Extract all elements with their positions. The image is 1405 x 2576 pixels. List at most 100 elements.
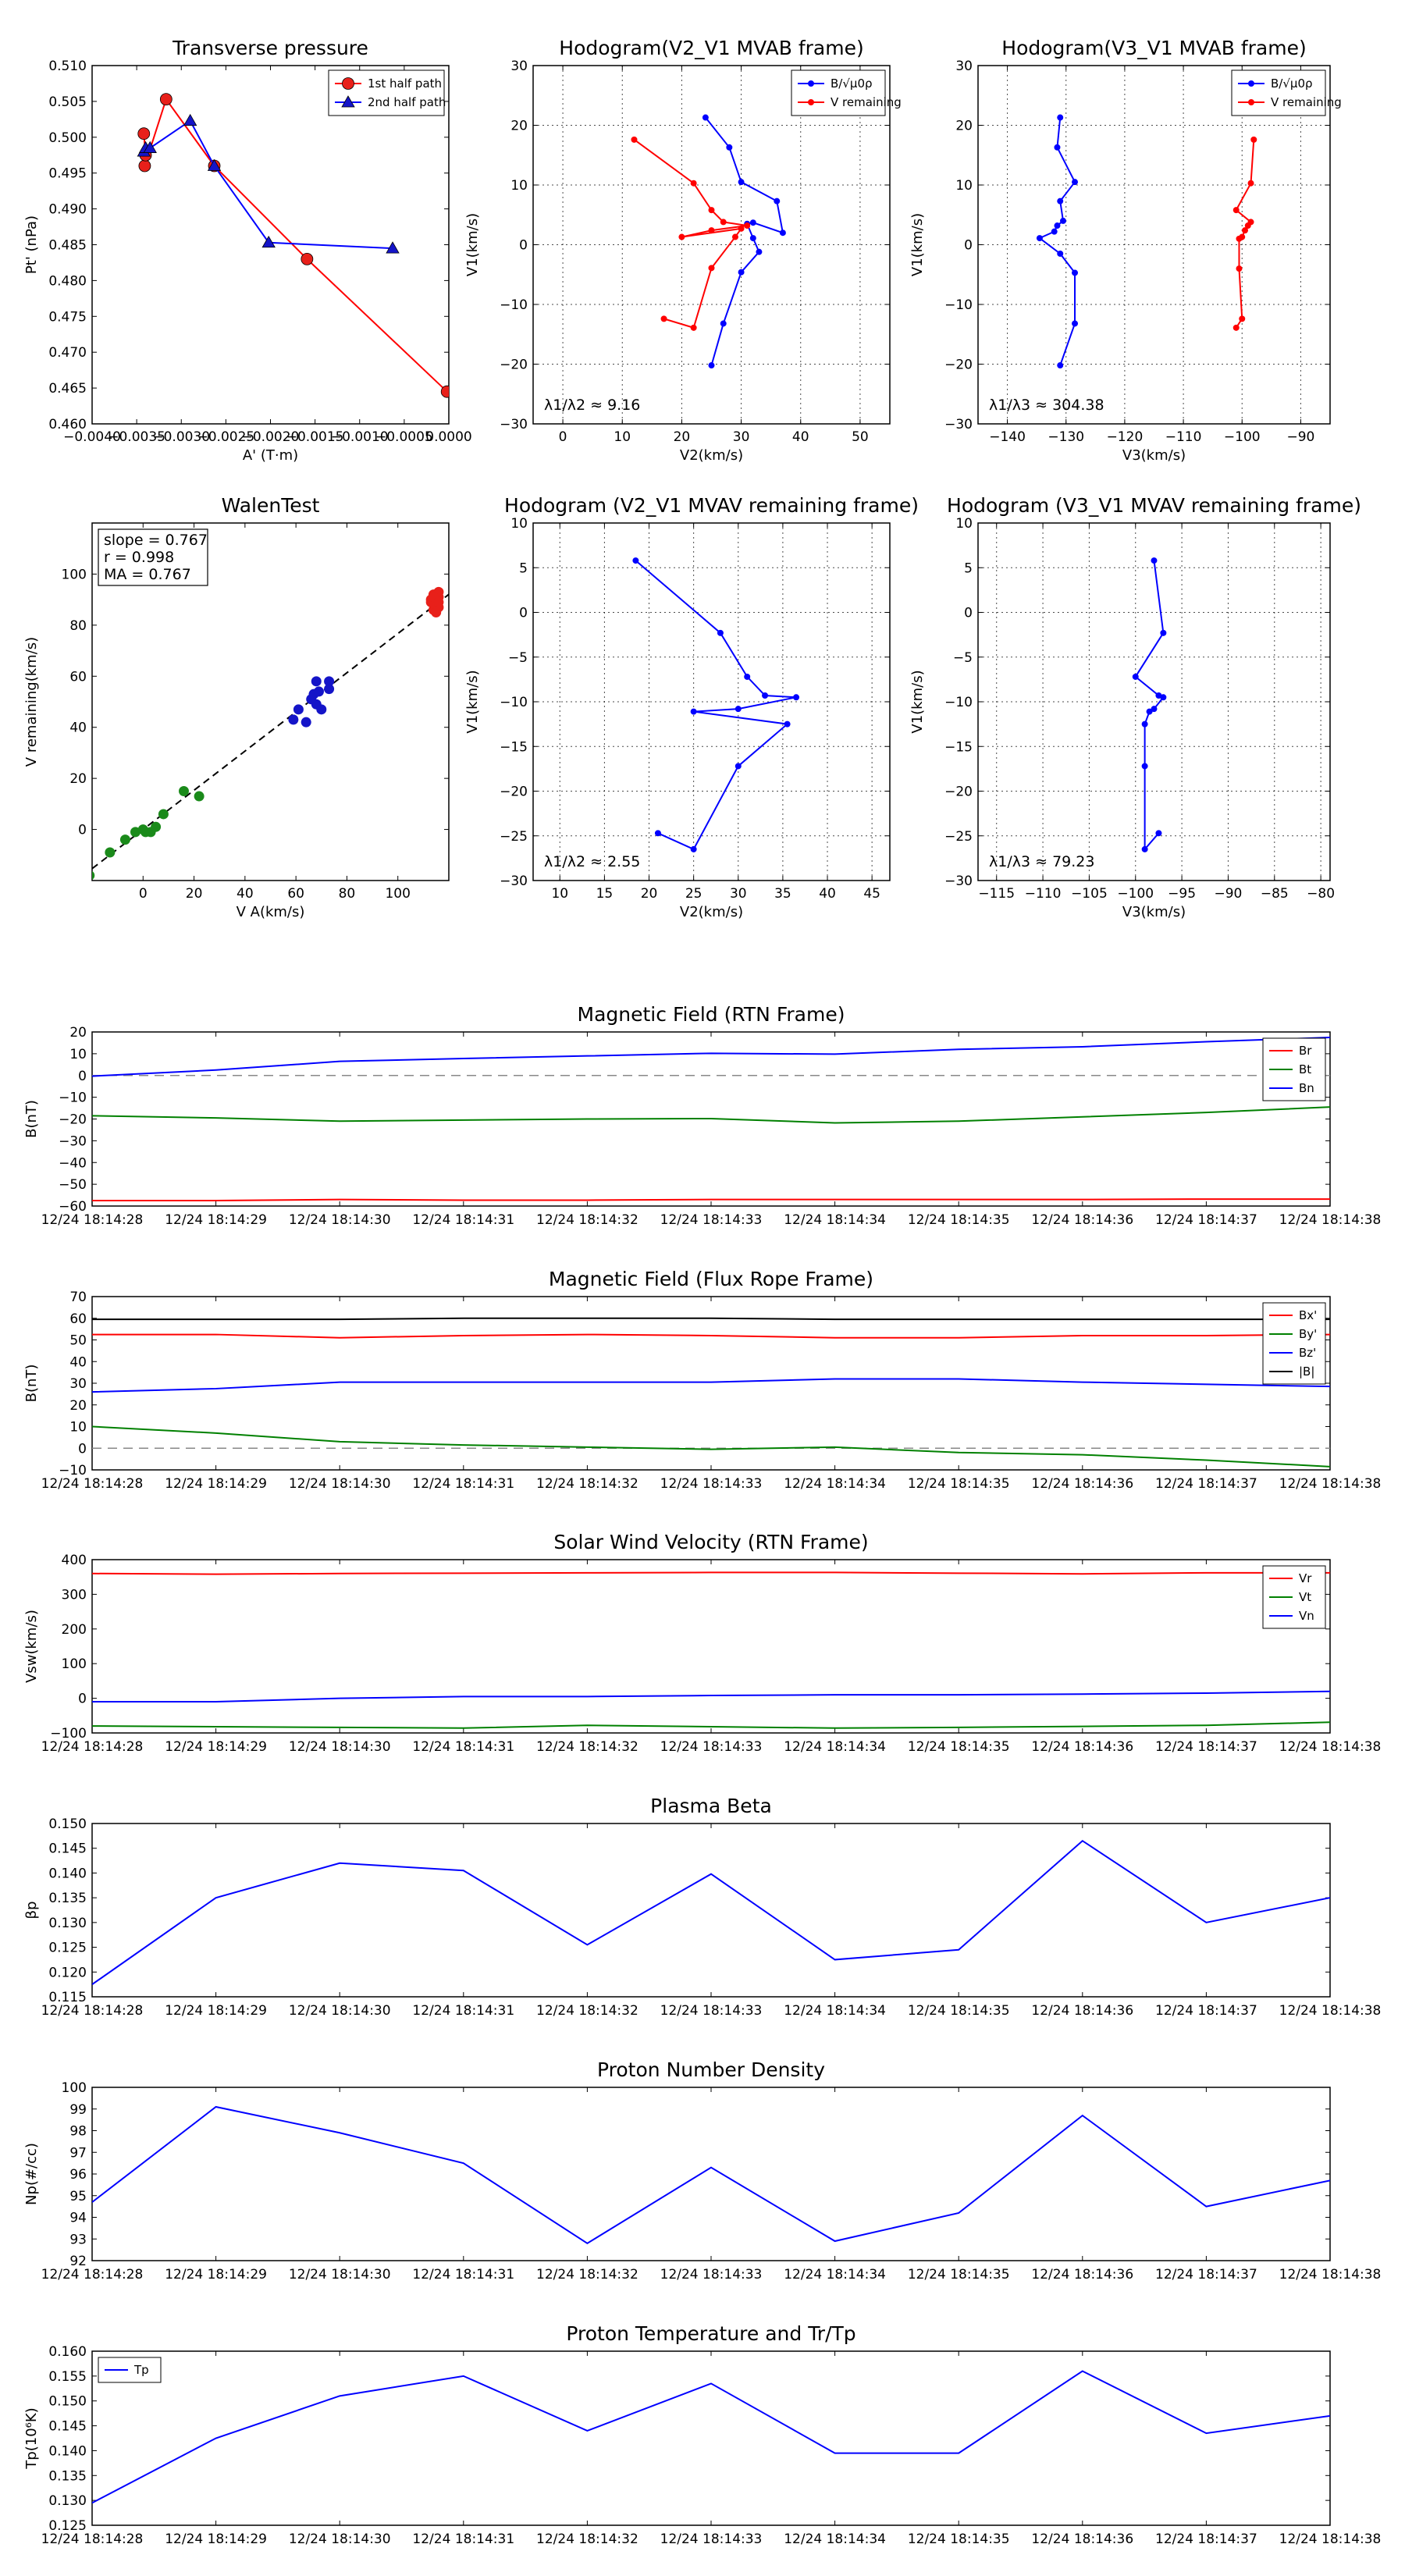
time-tick-label: 12/24 18:14:28 [41, 2003, 144, 2019]
scatter-point [130, 827, 140, 838]
time-tick-label: 12/24 18:14:35 [908, 2267, 1010, 2282]
time-tick-label: 12/24 18:14:32 [536, 2003, 638, 2019]
x-tick-label: 45 [863, 886, 880, 902]
scatter-point [179, 786, 190, 796]
series-group [92, 2370, 1330, 2504]
series-line-1 [143, 119, 393, 250]
legend-box [1262, 1302, 1326, 1385]
y-tick-label: −30 [500, 873, 528, 889]
series-group [1132, 557, 1167, 852]
time-tick-label: 12/24 18:14:37 [1155, 2003, 1257, 2019]
legend-label: Br [1299, 1044, 1312, 1058]
legend-label: Vn [1299, 1609, 1314, 1623]
y-tick-label: −50 [59, 1177, 87, 1193]
time-tick-label: 12/24 18:14:38 [1279, 1212, 1382, 1228]
chart-ts_mag_fr: Magnetic Field (Flux Rope Frame) −10 0 10 20… [23, 1268, 1381, 1492]
time-tick-label: 12/24 18:14:31 [412, 2267, 514, 2282]
data-point [1155, 830, 1162, 837]
x-tick-label: 35 [774, 886, 791, 902]
series-group [92, 2105, 1330, 2244]
data-point [726, 144, 733, 151]
time-tick-label: 12/24 18:14:35 [908, 1739, 1010, 1755]
legend: Br Bt Bn [1262, 1037, 1326, 1101]
y-tick-label: 0.480 [48, 273, 87, 289]
time-tick-label: 12/24 18:14:37 [1155, 1739, 1257, 1755]
y-tick-label: 40 [69, 720, 87, 736]
data-point [1232, 207, 1240, 214]
time-tick-label: 12/24 18:14:31 [412, 2003, 514, 2019]
y-tick-label: 20 [69, 1398, 87, 1414]
data-point [1141, 845, 1148, 852]
scatter-point [105, 847, 116, 858]
y-tick-label: 0 [78, 1441, 87, 1457]
data-point [744, 673, 751, 680]
y-tick-label: 0.475 [48, 309, 87, 325]
y-tick-label: 0.135 [48, 2468, 87, 2484]
data-point [744, 222, 751, 229]
y-tick-label: −10 [59, 1463, 87, 1478]
data-point [183, 113, 197, 126]
scatter-point [288, 714, 299, 725]
y-tick-label: 94 [69, 2211, 87, 2226]
series-line-1 [1235, 139, 1255, 329]
time-tick-label: 12/24 18:14:30 [289, 1212, 391, 1228]
data-point [756, 248, 763, 255]
scatter-point [194, 791, 205, 802]
x-tick-label: −100 [1117, 886, 1154, 902]
x-tick-label: 30 [733, 429, 750, 445]
time-tick-label: 12/24 18:14:38 [1279, 2532, 1382, 2547]
data-point [440, 385, 449, 398]
legend: Vr Vt Vn [1262, 1565, 1326, 1629]
time-tick-label: 12/24 18:14:36 [1031, 2532, 1133, 2547]
time-tick-label: 12/24 18:14:34 [784, 1476, 886, 1492]
x-tick-label: 60 [287, 886, 304, 902]
time-tick-label: 12/24 18:14:37 [1155, 2532, 1257, 2547]
series-line-0 [1134, 560, 1165, 852]
series-line-Vr [92, 1571, 1330, 1575]
y-tick-label: 0 [519, 606, 528, 621]
time-tick-label: 12/24 18:14:30 [289, 1739, 391, 1755]
chart-title: Transverse pressure [172, 37, 368, 59]
legend-label: By' [1299, 1327, 1317, 1341]
time-tick-label: 12/24 18:14:30 [289, 2003, 391, 2019]
legend-label: Tp [133, 2363, 149, 2377]
legend: Bx' By' Bz' |B| [1262, 1302, 1326, 1385]
x-axis-label: A' (T·m) [243, 447, 298, 464]
y-tick-label: 0.135 [48, 1891, 87, 1906]
scatter-point [433, 596, 444, 607]
series-line-0 [143, 97, 448, 393]
y-tick-label: 0.140 [48, 1866, 87, 1881]
data-point [717, 629, 724, 636]
data-point [1244, 222, 1251, 229]
scatter-point [324, 676, 335, 687]
chart-title: WalenTest [222, 494, 320, 517]
x-tick-label: −0.0015 [286, 429, 344, 445]
ratio-annotation: λ1/λ2 ≈ 9.16 [544, 397, 640, 414]
time-tick-label: 12/24 18:14:36 [1031, 2003, 1133, 2019]
y-tick-label: −5 [508, 650, 528, 666]
y-tick-label: −10 [944, 695, 973, 710]
y-tick-label: 96 [69, 2167, 87, 2183]
data-point [261, 235, 276, 248]
time-tick-label: 12/24 18:14:29 [165, 2532, 267, 2547]
data-point [1239, 315, 1246, 322]
y-tick-label: 0.145 [48, 1841, 87, 1857]
series-line-By [92, 1425, 1330, 1468]
y-tick-label: −5 [953, 650, 973, 666]
y-tick-label: −10 [500, 297, 528, 313]
time-tick-label: 12/24 18:14:36 [1031, 2267, 1133, 2282]
chart-title: Magnetic Field (Flux Rope Frame) [549, 1268, 873, 1290]
time-tick-label: 12/24 18:14:33 [660, 2267, 763, 2282]
time-tick-label: 12/24 18:14:37 [1155, 1212, 1257, 1228]
time-tick-label: 12/24 18:14:37 [1155, 2267, 1257, 2282]
series-line-Vt [92, 1721, 1330, 1729]
time-tick-label: 12/24 18:14:30 [289, 2532, 391, 2547]
y-tick-label: 0 [78, 1692, 87, 1707]
y-tick-label: 10 [510, 516, 528, 532]
data-point [1132, 673, 1139, 680]
data-point [138, 159, 151, 173]
time-tick-label: 12/24 18:14:32 [536, 1739, 638, 1755]
data-point [738, 179, 745, 186]
data-point [735, 706, 742, 713]
chart-walen: WalenTest 0 20 40 60 80 100 V remaining(km/s) 0 2… [23, 494, 450, 920]
